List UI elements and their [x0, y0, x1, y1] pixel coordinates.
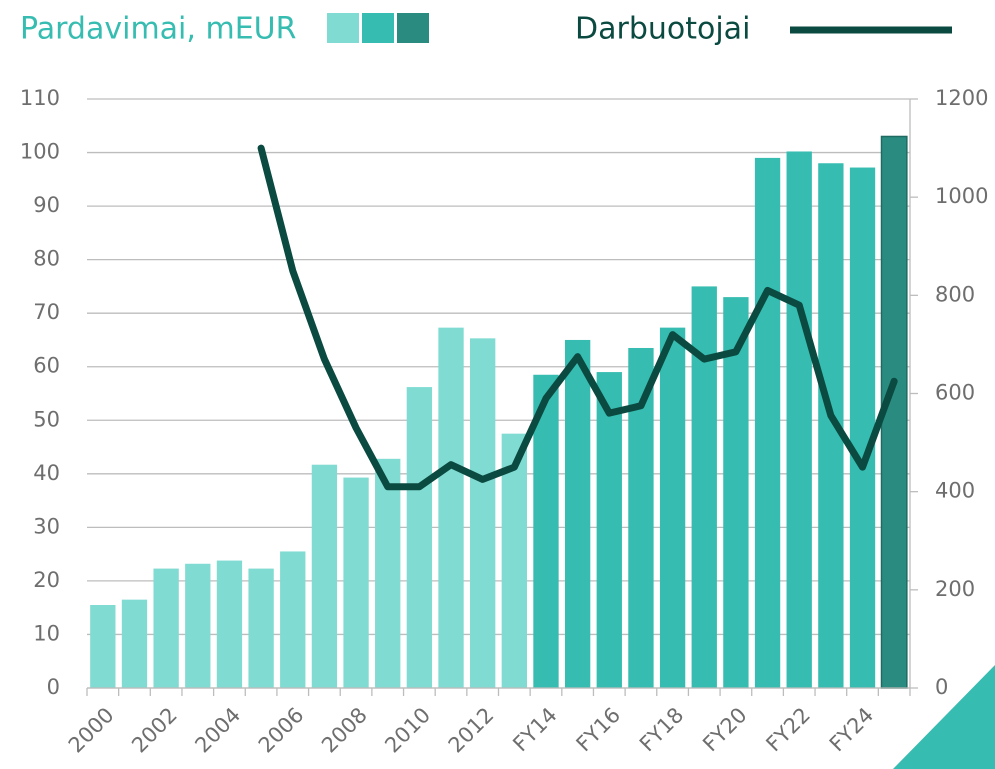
- bar: [849, 167, 876, 688]
- x-tick-label: 2010: [380, 703, 435, 758]
- x-tick-label: FY24: [825, 703, 878, 756]
- bar: [343, 477, 369, 688]
- y2-tick-label: 1200: [935, 86, 988, 110]
- bar: [596, 372, 622, 688]
- y-tick-label: 70: [33, 300, 60, 324]
- bar: [786, 151, 812, 688]
- x-tick-label: FY16: [572, 703, 625, 756]
- bar: [501, 433, 527, 688]
- legend-swatch: [327, 13, 359, 43]
- bar: [185, 563, 211, 688]
- bar: [153, 568, 179, 688]
- y-tick-label: 10: [33, 621, 60, 645]
- legend-swatch: [397, 13, 429, 43]
- y2-tick-label: 800: [935, 282, 975, 306]
- x-tick-label: 2006: [254, 703, 309, 758]
- y2-tick-label: 0: [935, 675, 948, 699]
- y-tick-label: 20: [33, 568, 60, 592]
- bar: [248, 568, 274, 688]
- y-tick-label: 90: [33, 193, 60, 217]
- x-tick-label: FY18: [635, 703, 688, 756]
- bar: [375, 458, 401, 688]
- x-tick-label: 2008: [317, 703, 372, 758]
- y-tick-label: 100: [20, 140, 60, 164]
- y-tick-label: 110: [20, 86, 60, 110]
- y-tick-label: 50: [33, 407, 60, 431]
- bar: [406, 387, 433, 688]
- bar: [121, 599, 148, 688]
- bar: [438, 327, 464, 688]
- bar: [470, 338, 496, 688]
- bar: [754, 157, 781, 688]
- bar: [311, 464, 338, 688]
- legend-label: Pardavimai, mEUR: [20, 12, 296, 47]
- bar: [90, 605, 116, 688]
- x-tick-label: 2004: [190, 703, 245, 758]
- bar: [533, 374, 559, 688]
- line: [257, 144, 898, 491]
- x-tick-label: 2002: [127, 703, 182, 758]
- legend-label: Darbuotojai: [575, 12, 750, 47]
- y2-tick-label: 200: [935, 577, 975, 601]
- bar: [216, 560, 243, 688]
- y2-tick-label: 400: [935, 479, 975, 503]
- corner-decoration: [893, 665, 995, 769]
- y-tick-label: 30: [33, 514, 60, 538]
- y-tick-label: 60: [33, 354, 60, 378]
- bar: [691, 286, 717, 688]
- bar: [659, 327, 686, 688]
- y-tick-label: 80: [33, 247, 60, 271]
- bar: [564, 339, 591, 688]
- legend-swatch: [362, 13, 394, 43]
- x-tick-label: 2000: [64, 703, 119, 758]
- x-tick-label: FY22: [762, 703, 815, 756]
- x-tick-label: FY20: [698, 703, 751, 756]
- bar: [280, 551, 306, 688]
- x-tick-label: FY14: [508, 703, 561, 756]
- bar: [723, 297, 749, 688]
- x-tick-label: 2012: [444, 703, 499, 758]
- y2-tick-label: 600: [935, 381, 975, 405]
- y-tick-label: 0: [47, 675, 60, 699]
- y2-tick-label: 1000: [935, 184, 988, 208]
- y-tick-label: 40: [33, 461, 60, 485]
